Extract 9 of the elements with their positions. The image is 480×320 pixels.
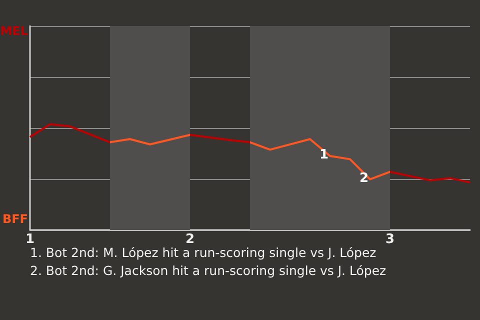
text: BFF xyxy=(2,212,28,226)
text: 2. Bot 2nd: G. Jackson hit a run-scoring single vs J. López xyxy=(30,263,387,278)
x-tick-label: 1 xyxy=(25,232,35,247)
text: MEL xyxy=(0,24,28,38)
annotation: 1 xyxy=(319,148,329,163)
annotation: 2 xyxy=(359,170,369,186)
x-tick-label: 3 xyxy=(385,232,395,247)
x-tick-label: 2 xyxy=(185,232,195,247)
text: 1. Bot 2nd: M. López hit a run-scoring single vs J. López xyxy=(30,245,377,260)
